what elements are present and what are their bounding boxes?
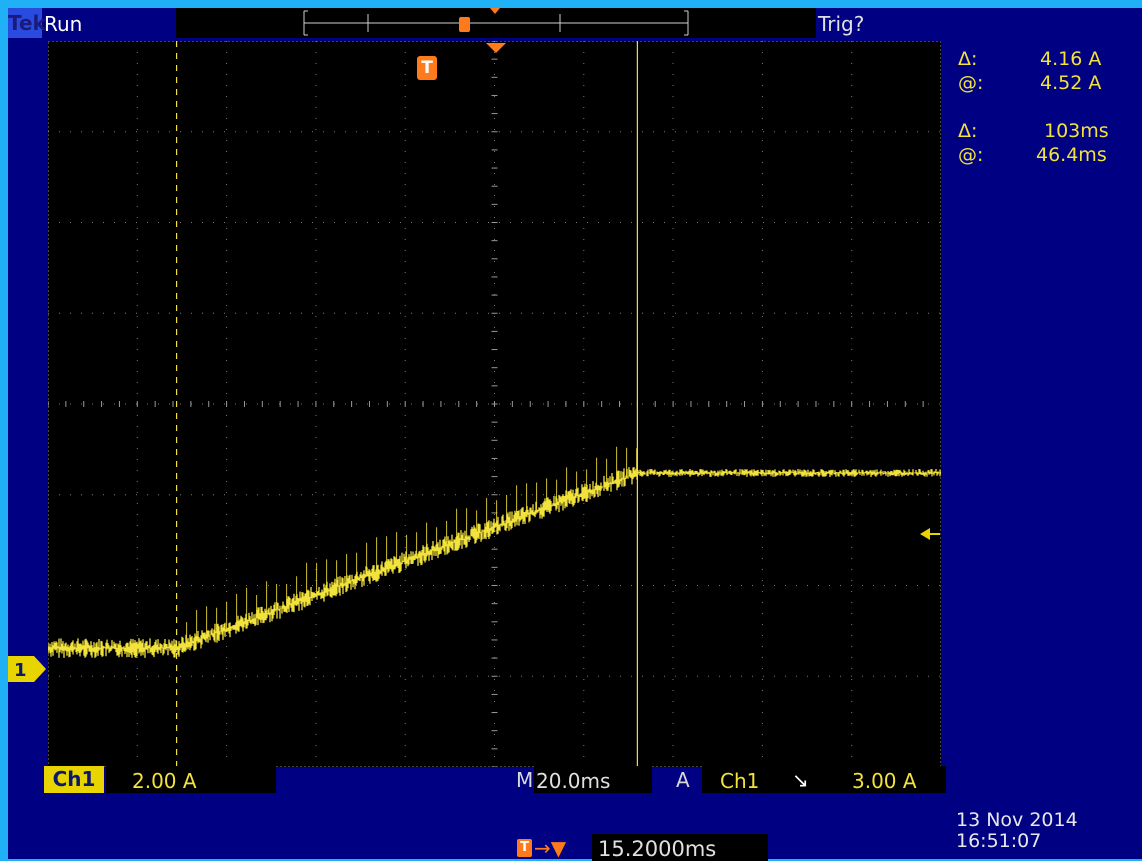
trigger-icon: T [517, 839, 532, 857]
ch1-marker-label: 1 [14, 660, 27, 681]
trigger-mode: A [676, 768, 690, 792]
falling-slope-icon: ↘ [792, 768, 809, 792]
horizontal-position-box[interactable]: 15.2000ms [592, 834, 768, 861]
trigger-box[interactable]: Ch1 ↘ 3.00 A [702, 766, 946, 793]
amp-delta-label: Δ: [958, 48, 978, 70]
horizontal-position-value: 15.2000ms [598, 837, 717, 861]
record-view-graphic [303, 8, 689, 36]
timebase-prefix: M [516, 768, 534, 792]
amp-delta-value: 4.16 A [1040, 48, 1102, 70]
oscilloscope-screen: Tek Run Trig? T 1 Δ: 4 [8, 8, 1142, 861]
record-trigger-icon [459, 17, 470, 32]
time-at-value: 46.4ms [1036, 144, 1107, 166]
graticule [48, 41, 941, 767]
trigger-level-icon [920, 528, 940, 540]
time-delta-value: 103ms [1044, 120, 1109, 142]
waveform-display [48, 41, 941, 767]
timestamp-time: 16:51:07 [956, 829, 1042, 852]
amp-at-label: @: [958, 72, 984, 94]
channel-scale: 2.00 A [132, 769, 197, 793]
brand-logo: Tek [8, 8, 46, 38]
timebase-value: 20.0ms [536, 769, 611, 793]
channel-scale-box[interactable]: 2.00 A [106, 766, 276, 793]
arrow-right-icon: →▼ [534, 836, 567, 860]
trigger-source: Ch1 [720, 769, 760, 793]
horizontal-position-icon [486, 43, 506, 53]
timestamp-date: 13 Nov 2014 [956, 809, 1078, 831]
amp-at-value: 4.52 A [1040, 72, 1102, 94]
ch1-ground-marker[interactable]: 1 [8, 656, 48, 682]
timebase-box[interactable]: 20.0ms [534, 766, 652, 793]
timestamp: 13 Nov 2014 16:51:07 [956, 810, 1078, 852]
trigger-status: Trig? [818, 12, 865, 36]
trigger-level: 3.00 A [852, 769, 917, 793]
record-view-bar [176, 8, 816, 38]
channel-name[interactable]: Ch1 [44, 766, 104, 793]
record-position-icon [490, 8, 500, 14]
time-at-label: @: [958, 144, 984, 166]
trigger-position-icon: T [417, 56, 437, 80]
acquisition-state: Run [44, 12, 83, 36]
time-delta-label: Δ: [958, 120, 978, 142]
